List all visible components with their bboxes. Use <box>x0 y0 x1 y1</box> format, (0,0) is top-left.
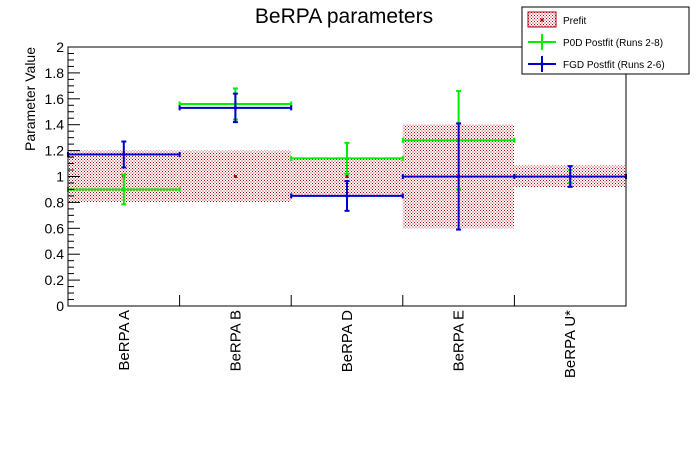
series-markers <box>67 87 627 231</box>
fgd-point-4 <box>568 174 572 179</box>
legend-marker-prefit <box>540 18 544 22</box>
y-tick-label-3: 0.6 <box>45 220 65 236</box>
y-tick-label-1: 0.2 <box>45 272 65 288</box>
p0d-point-2 <box>345 156 349 161</box>
y-tick-label-7: 1.4 <box>45 117 65 133</box>
legend-dot-fgd <box>540 62 544 66</box>
legend: Prefit P0D Postfit (Runs 2-8) FGD Postfi… <box>521 6 690 75</box>
chart-title: BeRPA parameters <box>255 5 433 28</box>
prefit-point-1 <box>233 175 237 178</box>
y-tick-label-8: 1.6 <box>45 91 65 107</box>
x-tick-label-2: BeRPA D <box>339 310 356 372</box>
fgd-point-3 <box>456 174 461 179</box>
y-tick-label-0: 0 <box>56 298 64 314</box>
fgd-point-0 <box>122 152 126 157</box>
y-axis: 0 0.2 0.4 0.6 0.8 1 1.2 1.4 1.6 1.8 2 <box>45 39 80 314</box>
fgd-point-2 <box>345 194 349 198</box>
y-tick-label-5: 1 <box>56 169 64 185</box>
x-tick-label-3: BeRPA E <box>451 310 468 371</box>
p0d-point-0 <box>122 187 126 192</box>
y-axis-label: Parameter Value <box>22 47 38 151</box>
x-tick-label-1: BeRPA B <box>227 310 244 371</box>
legend-label-p0d: P0D Postfit (Runs 2-8) <box>563 38 663 49</box>
x-tick-label-0: BeRPA A <box>116 310 133 371</box>
y-tick-label-4: 0.8 <box>45 194 65 210</box>
prefit-point-2 <box>345 175 349 178</box>
y-tick-label-6: 1.2 <box>45 143 65 159</box>
y-tick-label-2: 0.4 <box>45 246 65 262</box>
y-tick-label-10: 2 <box>56 39 64 55</box>
legend-label-prefit: Prefit <box>563 16 587 27</box>
x-tick-label-4: BeRPA U* <box>562 310 579 378</box>
fgd-point-1 <box>233 106 238 110</box>
legend-label-fgd: FGD Postfit (Runs 2-6) <box>563 60 665 71</box>
x-axis: BeRPA A BeRPA B BeRPA D BeRPA E BeRPA U* <box>116 295 579 378</box>
y-tick-label-9: 1.8 <box>45 65 65 81</box>
